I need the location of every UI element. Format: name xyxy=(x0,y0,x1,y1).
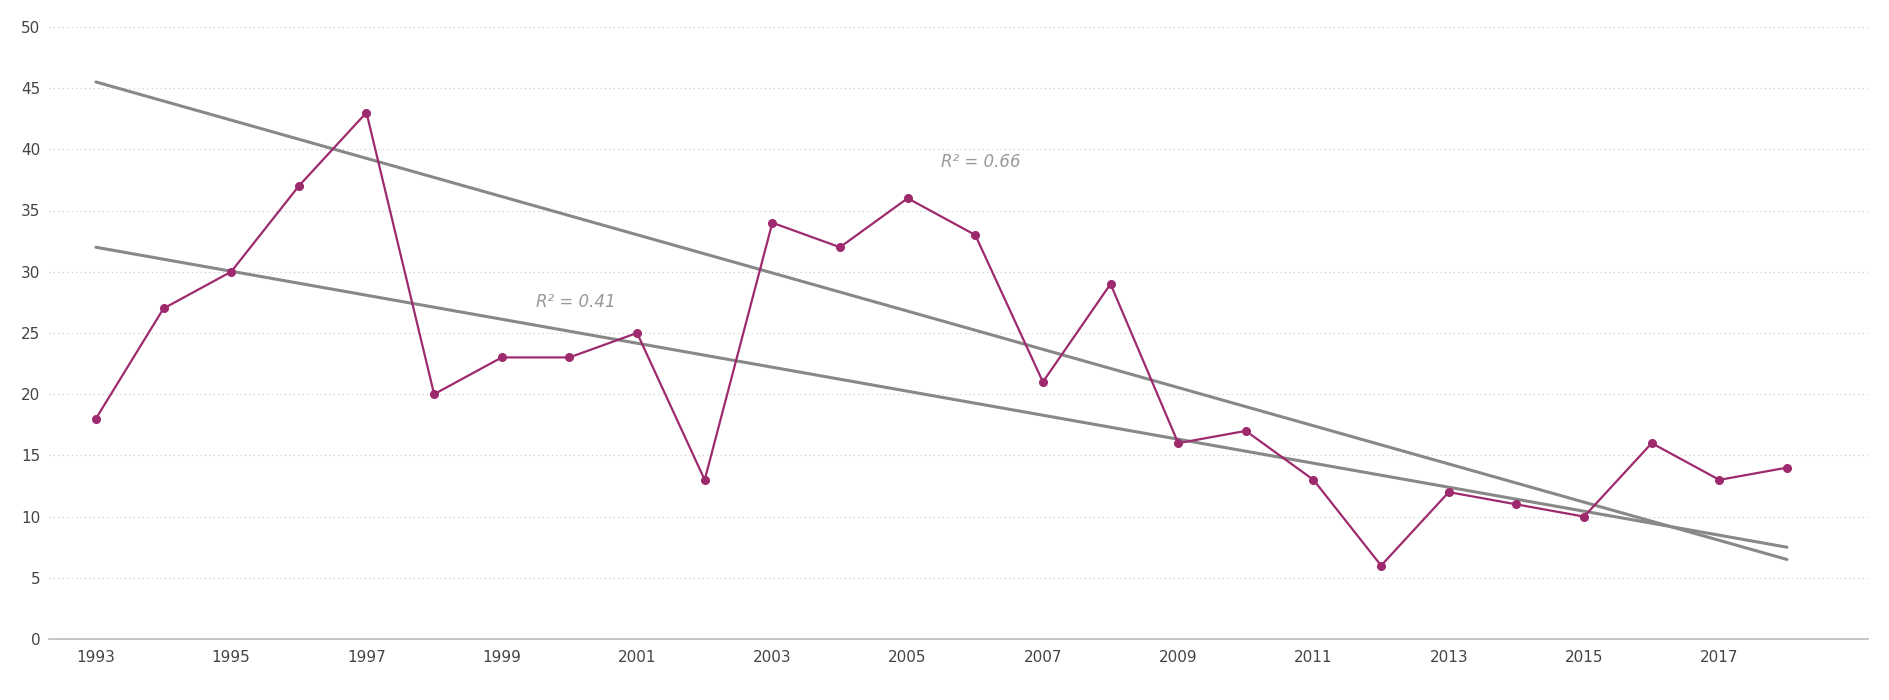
Text: R² = 0.66: R² = 0.66 xyxy=(941,153,1022,171)
Text: R² = 0.41: R² = 0.41 xyxy=(536,293,616,312)
